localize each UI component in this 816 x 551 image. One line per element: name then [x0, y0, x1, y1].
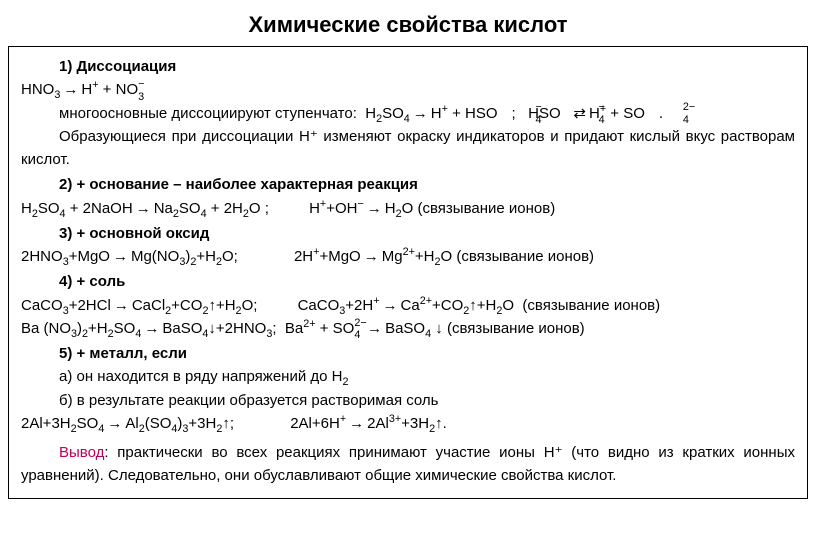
page-title: Химические свойства кислот — [8, 12, 808, 38]
eq-3-1: 2HNO3+MgO→Mg(NO3)2+H2O; 2H++MgO→Mg2++H2O… — [21, 245, 795, 268]
eq-1-1: HNO3→H+ + NO−3 — [21, 78, 795, 101]
conclusion: Вывод: практически во всех реакциях прин… — [21, 441, 795, 488]
conclusion-label: Вывод — [59, 444, 104, 461]
eq-1-2: многоосновные диссоциируют ступенчато: H… — [21, 102, 795, 125]
eq-4-1: CaCO3+2HCl→CaCl2+CO2↑+H2O; CaCO3+2H+→Ca2… — [21, 294, 795, 317]
section-4-head: 4) + соль — [59, 270, 795, 293]
content-box: 1) Диссоциация HNO3→H+ + NO−3 многооснов… — [8, 46, 808, 499]
section-1-note: Образующиеся при диссоциации H⁺ изменяют… — [21, 125, 795, 172]
section-1-head: 1) Диссоциация — [59, 55, 795, 78]
section-5-b: б) в результате реакции образуется раств… — [59, 389, 795, 412]
section-5-a: а) он находится в ряду напряжений до H2 — [59, 365, 795, 388]
section-3-head: 3) + основной оксид — [59, 222, 795, 245]
eq-5-1: 2Al+3H2SO4→Al2(SO4)3+3H2↑; 2Al+6H+→2Al3+… — [21, 412, 795, 435]
section-5-head: 5) + металл, если — [59, 342, 795, 365]
section-2-head: 2) + основание – наиболее характерная ре… — [59, 173, 795, 196]
eq-4-2: Ba (NO3)2+H2SO4→BaSO4↓+2HNO3; Ba2+ + SO2… — [21, 317, 795, 340]
eq-2-1: H2SO4 + 2NaOH→Na2SO4 + 2H2O ; H++OH−→H2O… — [21, 197, 795, 220]
